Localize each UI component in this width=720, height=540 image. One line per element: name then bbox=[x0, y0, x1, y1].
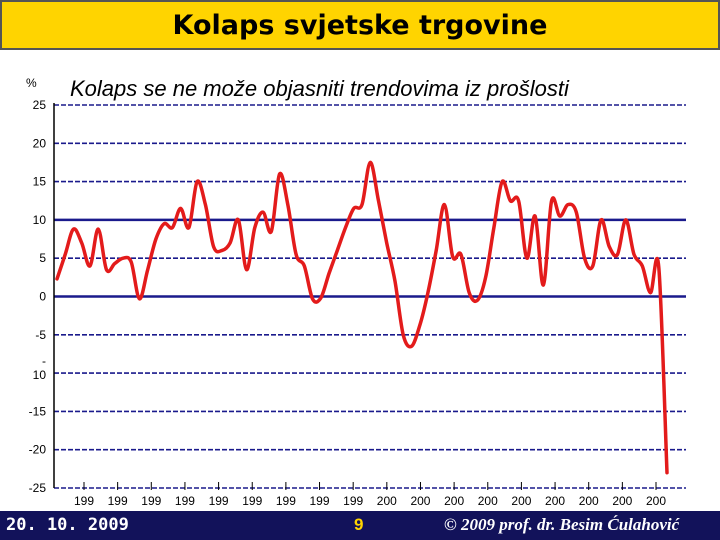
chart-title: Kolaps se ne može objasniti trendovima i… bbox=[70, 76, 569, 101]
x-tick-label: 200 bbox=[511, 494, 531, 508]
y-tick-label: 25 bbox=[33, 98, 47, 112]
x-tick-label: 199 bbox=[310, 494, 330, 508]
x-tick-label: 199 bbox=[242, 494, 262, 508]
series-line bbox=[55, 160, 669, 475]
title-bar: Kolaps svjetske trgovine bbox=[0, 0, 720, 50]
footer-date: 20. 10. 2009 bbox=[6, 515, 129, 535]
y-tick-label: -25 bbox=[29, 481, 47, 495]
x-tick-label: 200 bbox=[410, 494, 430, 508]
y-tick-label: -20 bbox=[29, 443, 47, 457]
x-tick-label: 200 bbox=[612, 494, 632, 508]
x-tick-label: 199 bbox=[141, 494, 161, 508]
y-tick-label: 15 bbox=[33, 175, 47, 189]
x-tick-label: 199 bbox=[108, 494, 128, 508]
x-tick-label: 199 bbox=[74, 494, 94, 508]
x-tick-label: 200 bbox=[545, 494, 565, 508]
footer-bar: 20. 10. 2009 9 © 2009 prof. dr. Besim Ću… bbox=[0, 511, 720, 540]
x-tick-label: 200 bbox=[444, 494, 464, 508]
page-number: 9 bbox=[354, 515, 364, 534]
x-tick-label: 200 bbox=[579, 494, 599, 508]
x-tick-label: 199 bbox=[209, 494, 229, 508]
x-tick-label: 200 bbox=[377, 494, 397, 508]
x-tick-label: 200 bbox=[646, 494, 666, 508]
slide-title: Kolaps svjetske trgovine bbox=[172, 9, 548, 41]
x-tick-label: 200 bbox=[478, 494, 498, 508]
x-tick-label: 199 bbox=[175, 494, 195, 508]
x-tick-label: 199 bbox=[343, 494, 363, 508]
x-tick-label: 199 bbox=[276, 494, 296, 508]
y-tick-label: -10 bbox=[33, 354, 47, 382]
y-tick-label: 0 bbox=[39, 290, 46, 304]
y-axis-unit: % bbox=[26, 76, 37, 90]
y-tick-label: 20 bbox=[33, 136, 47, 150]
y-tick-label: -5 bbox=[35, 328, 46, 342]
y-tick-label: 10 bbox=[33, 213, 47, 227]
y-tick-label: 5 bbox=[39, 251, 46, 265]
y-tick-label: -15 bbox=[29, 404, 47, 418]
copyright: © 2009 prof. dr. Besim Ćulahović bbox=[444, 515, 680, 534]
